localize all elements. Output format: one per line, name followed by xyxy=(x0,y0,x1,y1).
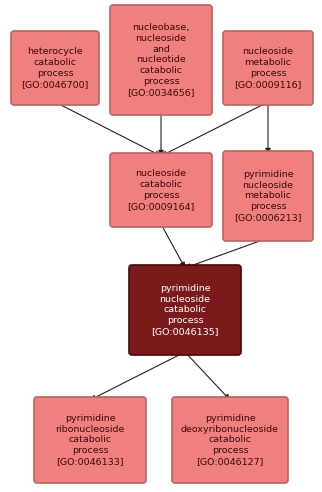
Text: pyrimidine
ribonucleoside
catabolic
process
[GO:0046133]: pyrimidine ribonucleoside catabolic proc… xyxy=(55,414,125,466)
Text: nucleoside
metabolic
process
[GO:0009116]: nucleoside metabolic process [GO:0009116… xyxy=(234,47,302,89)
FancyBboxPatch shape xyxy=(34,397,146,483)
FancyBboxPatch shape xyxy=(172,397,288,483)
Text: heterocycle
catabolic
process
[GO:0046700]: heterocycle catabolic process [GO:004670… xyxy=(21,47,89,89)
Text: pyrimidine
nucleoside
catabolic
process
[GO:0046135]: pyrimidine nucleoside catabolic process … xyxy=(151,284,219,336)
FancyBboxPatch shape xyxy=(223,151,313,241)
Text: nucleoside
catabolic
process
[GO:0009164]: nucleoside catabolic process [GO:0009164… xyxy=(127,169,195,211)
FancyBboxPatch shape xyxy=(129,265,241,355)
Text: nucleobase,
nucleoside
and
nucleotide
catabolic
process
[GO:0034656]: nucleobase, nucleoside and nucleotide ca… xyxy=(127,23,195,97)
FancyBboxPatch shape xyxy=(223,31,313,105)
Text: pyrimidine
deoxyribonucleoside
catabolic
process
[GO:0046127]: pyrimidine deoxyribonucleoside catabolic… xyxy=(181,414,279,466)
FancyBboxPatch shape xyxy=(110,5,212,115)
Text: pyrimidine
nucleoside
metabolic
process
[GO:0006213]: pyrimidine nucleoside metabolic process … xyxy=(234,170,302,222)
FancyBboxPatch shape xyxy=(110,153,212,227)
FancyBboxPatch shape xyxy=(11,31,99,105)
